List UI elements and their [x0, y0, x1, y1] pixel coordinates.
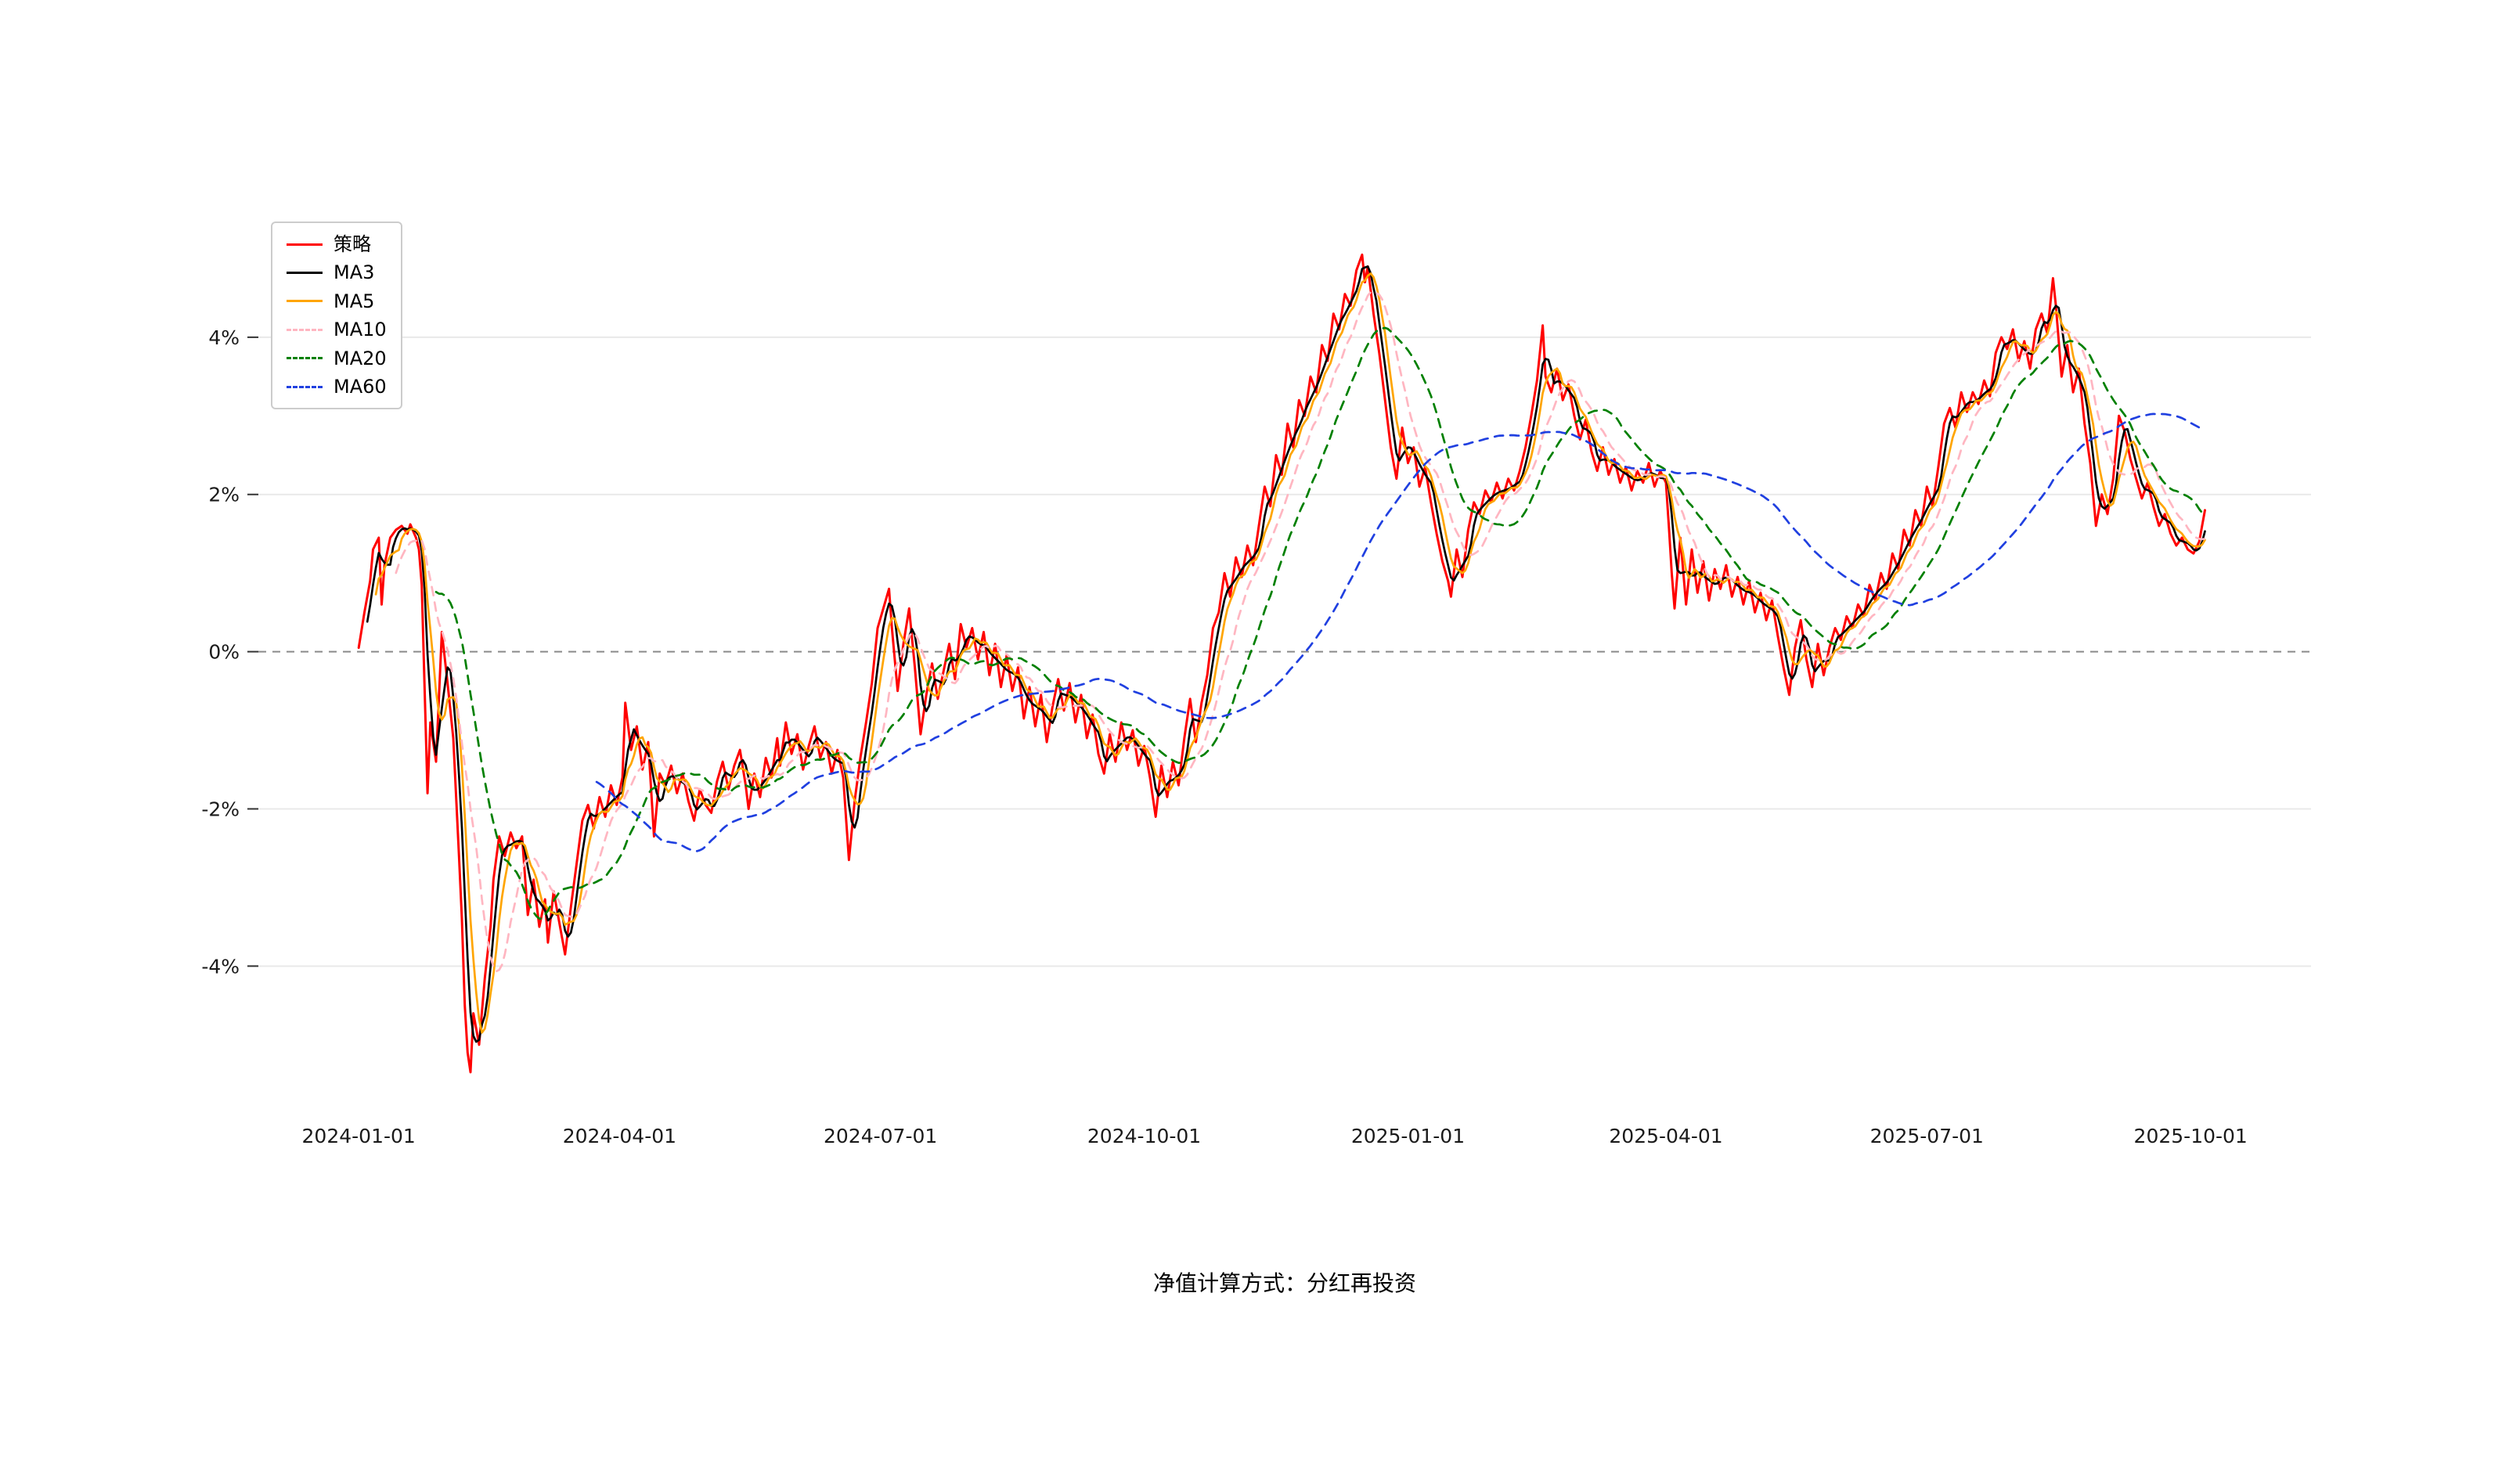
- legend-line-ma60-icon: [287, 385, 323, 388]
- caption: 净值计算方式：分红再投资: [1152, 1270, 1416, 1296]
- x-tick-label-2024-10-01: 2024-10-01: [1087, 1125, 1201, 1147]
- legend-item-ma20: MA20: [287, 348, 387, 369]
- legend-line-strategy-icon: [287, 243, 323, 246]
- x-tick-label-2024-07-01: 2024-07-01: [824, 1125, 937, 1147]
- legend-label-ma20: MA20: [334, 347, 387, 369]
- legend-label-ma3: MA3: [334, 261, 375, 284]
- series-path-strategy: [357, 253, 2206, 1074]
- x-tick-label-2025-04-01: 2025-04-01: [1609, 1125, 1722, 1147]
- x-tick-label-2024-01-01: 2024-01-01: [302, 1125, 416, 1147]
- series-path-ma60: [595, 412, 2206, 852]
- y-tick-label--4%: -4%: [201, 955, 240, 978]
- legend-line-ma10-icon: [287, 328, 323, 331]
- x-tick-label-2025-01-01: 2025-01-01: [1351, 1125, 1465, 1147]
- legend-item-ma3: MA3: [287, 262, 387, 283]
- legend-label-ma10: MA10: [334, 319, 387, 341]
- legend-item-ma60: MA60: [287, 376, 387, 397]
- series-path-ma10: [395, 290, 2206, 973]
- legend-line-ma5-icon: [287, 300, 323, 303]
- series-path-ma20: [434, 326, 2206, 920]
- x-tick-label-2025-07-01: 2025-07-01: [1870, 1125, 1984, 1147]
- series-path-ma5: [374, 272, 2206, 1034]
- series-path-ma3: [366, 265, 2206, 1043]
- legend: 策略 MA3 MA5 MA10 MA20 MA60: [271, 222, 402, 410]
- legend-label-ma60: MA60: [334, 375, 387, 398]
- legend-line-ma3-icon: [287, 272, 323, 275]
- y-tick-label-0%: 0%: [208, 641, 240, 664]
- y-tick-label-2%: 2%: [208, 484, 240, 506]
- legend-item-ma10: MA10: [287, 319, 387, 340]
- y-tick-label-4%: 4%: [208, 326, 240, 349]
- legend-item-ma5: MA5: [287, 290, 387, 312]
- y-tick-label--2%: -2%: [201, 798, 240, 820]
- legend-label-ma5: MA5: [334, 290, 375, 312]
- x-tick-label-2025-10-01: 2025-10-01: [2134, 1125, 2248, 1147]
- legend-label-strategy: 策略: [334, 233, 371, 255]
- legend-item-strategy: 策略: [287, 234, 387, 254]
- legend-line-ma20-icon: [287, 357, 323, 360]
- x-tick-label-2024-04-01: 2024-04-01: [563, 1125, 676, 1147]
